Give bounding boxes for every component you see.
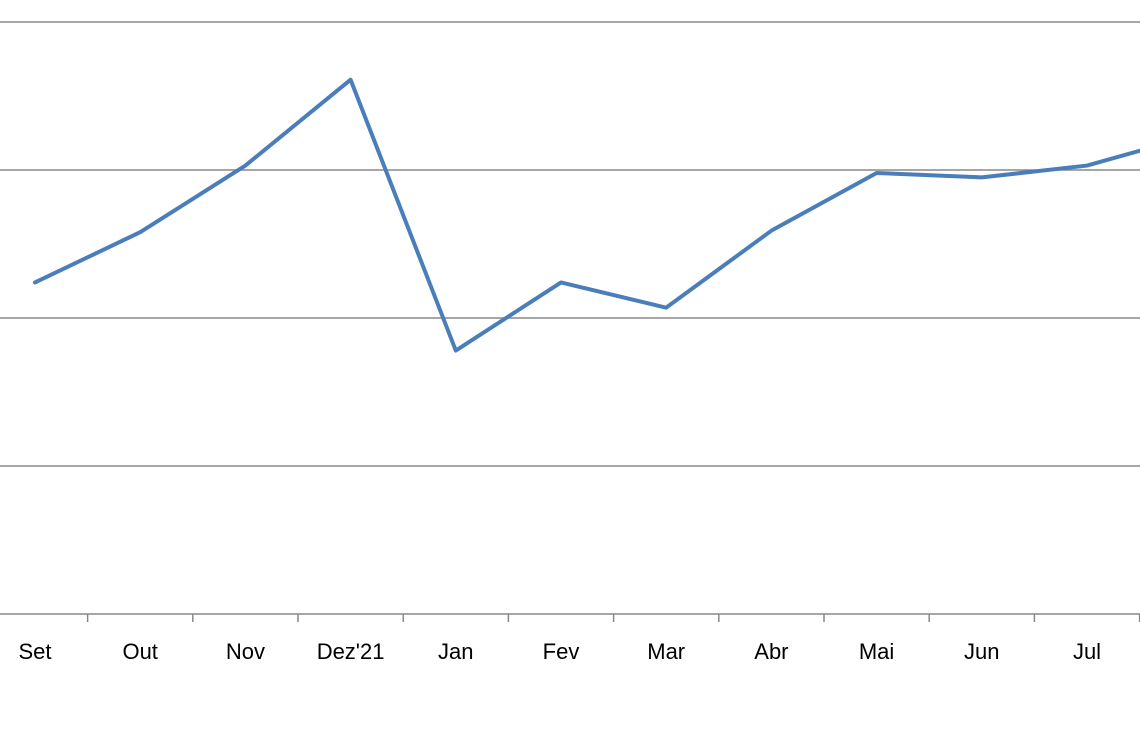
x-tick-label: Fev bbox=[543, 639, 580, 664]
x-tick-label: Set bbox=[18, 639, 51, 664]
x-tick-label: Jan bbox=[438, 639, 473, 664]
x-tick-label: Abr bbox=[754, 639, 788, 664]
series-line bbox=[33, 77, 1140, 353]
x-tick-label: Jul bbox=[1073, 639, 1101, 664]
x-tick-label: Dez'21 bbox=[317, 639, 385, 664]
x-tick-label: Nov bbox=[226, 639, 265, 664]
x-tick-label: Out bbox=[122, 639, 157, 664]
x-tick-label: Mar bbox=[647, 639, 685, 664]
x-tick-label: Mai bbox=[859, 639, 894, 664]
x-tick-label: Jun bbox=[964, 639, 999, 664]
